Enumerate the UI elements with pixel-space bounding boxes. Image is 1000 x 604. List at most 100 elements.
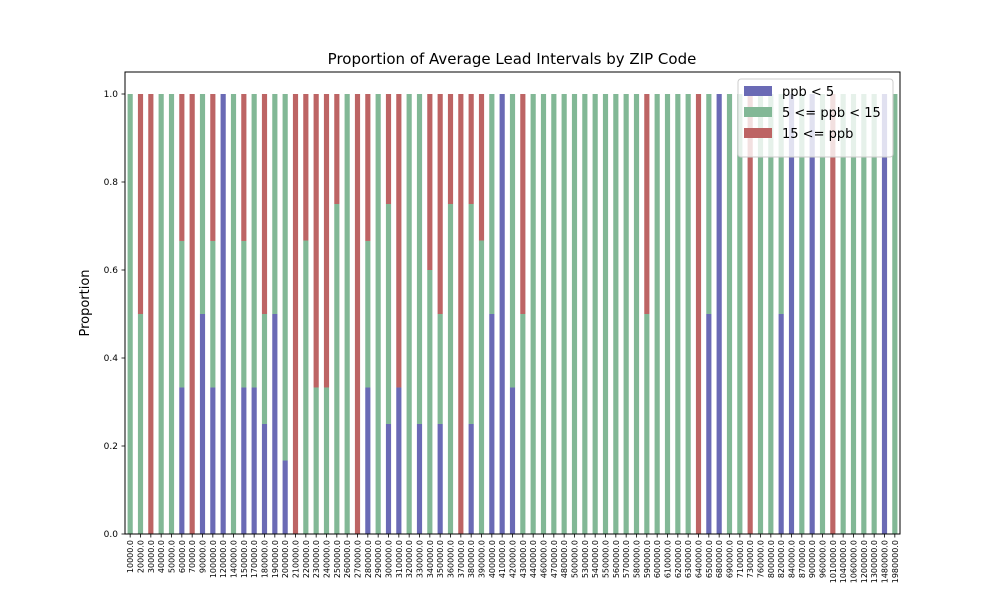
x-tick-label-17: 220000.0 <box>302 540 311 578</box>
x-tick-label-51: 600000.0 <box>653 540 662 578</box>
bar-segment-610000.0-series-1 <box>664 94 671 534</box>
bar-segment-20000.0-series-2 <box>137 94 144 314</box>
bar-segment-760000.0-series-1 <box>757 94 764 534</box>
bar-segment-10000.0-series-1 <box>127 94 133 534</box>
x-tick-label-41: 470000.0 <box>550 540 559 578</box>
x-tick-label-71: 1200000.0 <box>860 540 869 583</box>
bar-segment-390000.0-series-1 <box>478 240 485 534</box>
bar-segment-1980000.0-series-1 <box>892 94 898 534</box>
bar-segment-220000.0-series-1 <box>303 240 309 534</box>
x-tick-label-35: 400000.0 <box>488 540 497 578</box>
x-tick-label-63: 820000.0 <box>777 540 786 578</box>
bar-segment-380000.0-series-1 <box>468 204 474 424</box>
y-tick-label-5: 1.0 <box>104 90 119 100</box>
bar-segment-190000.0-series-1 <box>272 94 278 314</box>
x-tick-label-55: 640000.0 <box>695 540 704 578</box>
bar-segment-820000.0-series-0 <box>778 314 784 534</box>
x-tick-label-50: 590000.0 <box>643 540 652 578</box>
x-tick-label-74: 1980000.0 <box>891 540 900 583</box>
bar-segment-900000.0-series-0 <box>809 94 815 534</box>
bar-segment-420000.0-series-1 <box>509 94 516 388</box>
x-tick-label-57: 680000.0 <box>715 540 724 578</box>
bar-segment-350000.0-series-2 <box>437 94 443 314</box>
bar-segment-330000.0-series-0 <box>416 424 423 534</box>
bar-segment-70000.0-series-2 <box>189 94 195 534</box>
legend-label-0: ppb < 5 <box>782 85 834 100</box>
x-tick-label-7: 90000.0 <box>199 540 208 573</box>
x-tick-label-2: 30000.0 <box>147 540 156 573</box>
bar-segment-590000.0-series-2 <box>644 94 650 314</box>
x-tick-label-56: 650000.0 <box>705 540 714 578</box>
bar-segment-320000.0-series-1 <box>406 94 412 534</box>
bar-segment-560000.0-series-1 <box>613 94 619 534</box>
bar-segment-820000.0-series-1 <box>778 94 784 314</box>
x-tick-label-33: 380000.0 <box>467 540 476 578</box>
bar-segment-1480000.0-series-0 <box>881 94 888 534</box>
bar-segment-120000.0-series-0 <box>220 94 226 534</box>
x-tick-label-28: 330000.0 <box>416 540 425 578</box>
bar-segment-1060000.0-series-1 <box>850 94 857 534</box>
x-tick-label-20: 250000.0 <box>333 540 342 578</box>
x-tick-label-37: 420000.0 <box>509 540 518 578</box>
bar-segment-590000.0-series-1 <box>644 314 650 534</box>
bar-segment-180000.0-series-1 <box>261 314 268 424</box>
x-tick-label-26: 310000.0 <box>395 540 404 578</box>
x-tick-label-72: 1300000.0 <box>870 540 879 583</box>
bar-segment-710000.0-series-1 <box>737 94 743 534</box>
x-tick-label-62: 800000.0 <box>767 540 776 578</box>
x-tick-label-54: 630000.0 <box>684 540 693 578</box>
x-tick-label-19: 240000.0 <box>323 540 332 578</box>
bar-segment-440000.0-series-1 <box>530 94 536 534</box>
x-tick-label-9: 120000.0 <box>219 540 228 578</box>
bar-segment-370000.0-series-2 <box>458 94 464 534</box>
bar-segment-140000.0-series-1 <box>230 94 237 534</box>
x-tick-label-14: 190000.0 <box>271 540 280 578</box>
legend: ppb < 5 5 <= ppb < 15 15 <= ppb <box>737 78 894 158</box>
x-tick-label-10: 140000.0 <box>230 540 239 578</box>
bar-segment-150000.0-series-0 <box>241 387 247 534</box>
bar-segment-570000.0-series-1 <box>623 94 629 534</box>
bar-segment-430000.0-series-2 <box>520 94 526 314</box>
x-tick-label-30: 350000.0 <box>436 540 445 578</box>
bar-segment-210000.0-series-2 <box>292 94 299 534</box>
bar-segment-840000.0-series-0 <box>788 94 795 534</box>
x-tick-label-40: 460000.0 <box>540 540 549 578</box>
bar-segment-60000.0-series-1 <box>179 240 185 388</box>
bar-segment-390000.0-series-2 <box>478 94 485 241</box>
bar-segment-290000.0-series-1 <box>375 94 381 534</box>
bar-segment-600000.0-series-1 <box>654 94 660 534</box>
x-tick-label-65: 870000.0 <box>798 540 807 578</box>
bar-segment-380000.0-series-0 <box>468 424 474 534</box>
x-tick-label-61: 760000.0 <box>757 540 766 578</box>
bar-segment-870000.0-series-1 <box>799 94 805 534</box>
bar-segment-410000.0-series-0 <box>499 94 505 534</box>
bar-segment-250000.0-series-2 <box>334 94 340 204</box>
x-tick-label-32: 370000.0 <box>457 540 466 578</box>
bar-segment-100000.0-series-0 <box>210 387 216 534</box>
bar-segment-530000.0-series-1 <box>582 94 588 534</box>
y-tick-label-4: 0.8 <box>104 178 119 188</box>
x-tick-label-39: 440000.0 <box>529 540 538 578</box>
x-tick-label-3: 40000.0 <box>157 540 166 573</box>
bar-segment-260000.0-series-1 <box>344 94 350 534</box>
x-tick-label-1: 20000.0 <box>137 540 146 573</box>
legend-swatch-0 <box>744 86 772 96</box>
x-tick-label-23: 280000.0 <box>364 540 373 578</box>
bar-segment-480000.0-series-1 <box>561 94 567 534</box>
x-tick-label-13: 180000.0 <box>261 540 270 578</box>
x-tick-label-21: 260000.0 <box>343 540 352 578</box>
bar-segment-540000.0-series-1 <box>592 94 598 534</box>
bar-segment-640000.0-series-2 <box>695 94 702 534</box>
bar-segment-60000.0-series-0 <box>179 387 185 534</box>
y-tick-label-0: 0.0 <box>104 530 119 540</box>
bar-segment-170000.0-series-0 <box>251 387 257 534</box>
bar-segment-1200000.0-series-1 <box>861 94 867 534</box>
x-tick-label-44: 530000.0 <box>581 540 590 578</box>
x-tick-label-12: 170000.0 <box>250 540 259 578</box>
bar-segment-240000.0-series-1 <box>323 387 330 534</box>
chart-title: Proportion of Average Lead Intervals by … <box>328 50 697 68</box>
bar-segment-240000.0-series-2 <box>323 94 330 388</box>
bar-segment-190000.0-series-0 <box>272 314 278 534</box>
x-tick-label-29: 340000.0 <box>426 540 435 578</box>
bar-segment-630000.0-series-1 <box>685 94 691 534</box>
